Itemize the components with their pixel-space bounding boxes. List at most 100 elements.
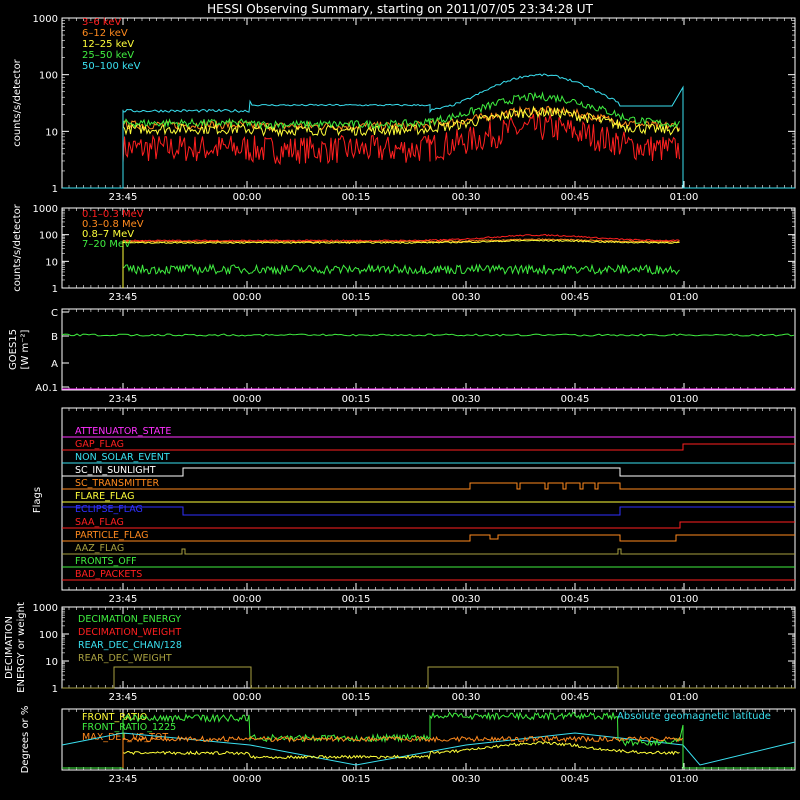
series-line-3 [122, 91, 680, 130]
x-tick-label: 00:30 [452, 774, 481, 785]
x-tick-label: 00:30 [452, 192, 481, 203]
x-tick-label: 00:30 [452, 292, 481, 303]
x-tick-label: 23:45 [109, 594, 138, 605]
y-axis-label: counts/s/detector [12, 203, 23, 291]
y-tick-label: 1 [52, 184, 58, 195]
legend-label: FRONT_RATIO_1225 [82, 722, 176, 733]
x-tick-label: 01:00 [670, 692, 699, 703]
flag-label: SC_TRANSMITTER [75, 478, 160, 489]
panel-4: 23:45 00:00 00:15 00:30 00:45 01:00 Flags ATTEN… [32, 407, 796, 605]
y-axis-label: Flags [32, 487, 43, 513]
flag-line [62, 521, 795, 529]
flag-label: GAP_FLAG [75, 439, 124, 450]
legend-label: 50–100 keV [82, 61, 141, 72]
max-det-vs-tot-line [122, 735, 683, 768]
y-axis-label: GOES15 [8, 329, 19, 370]
y-tick-label: C [51, 308, 58, 319]
panel-6: 23:45 00:00 00:15 00:30 00:45 01:00 Degrees or… [20, 706, 796, 785]
flag-label: SC_IN_SUNLIGHT [75, 465, 156, 476]
y-tick-label: B [51, 332, 58, 343]
series-line-50-100kev [62, 73, 795, 189]
legend-label: REAR_DEC_WEIGHT [78, 653, 172, 664]
legend-label: REAR_DEC_CHAN/128 [78, 640, 182, 651]
flag-label: FLARE_FLAG [75, 491, 135, 502]
x-tick-label: 00:45 [561, 774, 590, 785]
x-tick-label: 00:45 [561, 594, 590, 605]
panel-5: 23:45 00:00 00:15 00:30 00:45 01:00 1 10 100 1000… [4, 602, 796, 703]
flag-label: NON_SOLAR_EVENT [75, 452, 170, 463]
flag-line [62, 443, 795, 451]
legend-label: 12–25 keV [82, 39, 134, 50]
x-tick-label: 01:00 [670, 192, 699, 203]
x-tick-label: 00:15 [342, 394, 371, 405]
panel-4-frame [61, 407, 796, 591]
panel-6-frame [61, 708, 796, 771]
y-axis-label-2: ENERGY or weight [16, 602, 27, 693]
legend-label: 25–50 keV [82, 50, 134, 61]
x-tick-label: 23:45 [109, 192, 138, 203]
x-tick-label: 00:00 [233, 774, 262, 785]
x-tick-label: 00:15 [342, 192, 371, 203]
x-tick-label: 00:00 [233, 692, 262, 703]
panel-3: 23:45 00:00 00:15 00:30 00:45 01:00 A0.1 A B C GOE… [8, 308, 796, 405]
series-line-0 [122, 233, 680, 242]
panel-1: 23:45 00:00 00:15 00:30 00:45 01:00 1 10 100 1000… [12, 14, 796, 203]
x-tick-label: 01:00 [670, 394, 699, 405]
panel-2: 23:45 00:00 00:15 00:30 00:45 01:00 1 10 100 1000… [12, 203, 796, 303]
x-tick-label: 01:00 [670, 292, 699, 303]
x-tick-label: 00:00 [233, 594, 262, 605]
legend-label: MAX_DET_VS_TOT [82, 732, 168, 743]
y-axis-unit: [W m⁻²] [20, 329, 31, 369]
x-tick-label: 01:00 [670, 594, 699, 605]
x-tick-label: 00:15 [342, 692, 371, 703]
series-line-0 [122, 113, 680, 166]
x-tick-label: 00:45 [561, 692, 590, 703]
y-tick-label: 1 [52, 684, 58, 695]
front-ratio-line [122, 741, 680, 768]
y-tick-label: A0.1 [35, 383, 58, 394]
y-tick-label: A [51, 359, 58, 370]
flag-line [62, 548, 795, 555]
legend-label: DECIMATION_WEIGHT [78, 627, 181, 638]
y-tick-label: 100 [39, 630, 58, 641]
y-axis-label: Degrees or % [20, 706, 31, 774]
panel-1-frame [61, 17, 796, 189]
y-tick-label: 100 [39, 71, 58, 82]
legend-label: 0.1–0.3 MeV [82, 209, 144, 220]
flag-line [62, 506, 795, 516]
y-tick-label: 10 [45, 657, 58, 668]
annotation-label: Absolute geomagnetic latitude [617, 711, 771, 722]
flag-line [62, 482, 795, 490]
flag-line [62, 534, 795, 542]
x-tick-label: 00:30 [452, 394, 481, 405]
legend-label: DECIMATION_ENERGY [78, 614, 181, 625]
legend-label: FRONT_RATIO [82, 712, 147, 723]
front-ratio-1225-line [62, 711, 795, 769]
y-tick-label: 1 [52, 284, 58, 295]
x-tick-label: 23:45 [109, 292, 138, 303]
y-tick-label: 10 [45, 257, 58, 268]
x-tick-label: 00:00 [233, 192, 262, 203]
x-tick-label: 00:15 [342, 292, 371, 303]
flag-label: FRONTS_OFF [75, 556, 137, 567]
y-tick-label: 1000 [33, 14, 58, 25]
panel-2-frame [61, 207, 796, 289]
x-tick-label: 00:00 [233, 394, 262, 405]
chart-title: HESSI Observing Summary, starting on 201… [207, 2, 593, 16]
x-tick-label: 00:15 [342, 594, 371, 605]
flag-label: PARTICLE_FLAG [75, 530, 148, 541]
flag-label: ECLIPSE_FLAG [75, 504, 143, 515]
rear-dec-weight-line [62, 666, 795, 689]
legend-label: 7–20 MeV [82, 239, 131, 250]
series-line-2 [122, 105, 680, 138]
flag-label: SAA_FLAG [75, 517, 124, 528]
flag-label: BAD_PACKETS [75, 569, 142, 580]
x-tick-label: 00:45 [561, 292, 590, 303]
x-tick-label: 23:45 [109, 774, 138, 785]
x-tick-label: 23:45 [109, 692, 138, 703]
series-line-2 [122, 239, 680, 245]
panel-3-frame [61, 308, 796, 391]
y-axis-label: DECIMATION [4, 616, 15, 679]
y-tick-label: 1000 [33, 204, 58, 215]
